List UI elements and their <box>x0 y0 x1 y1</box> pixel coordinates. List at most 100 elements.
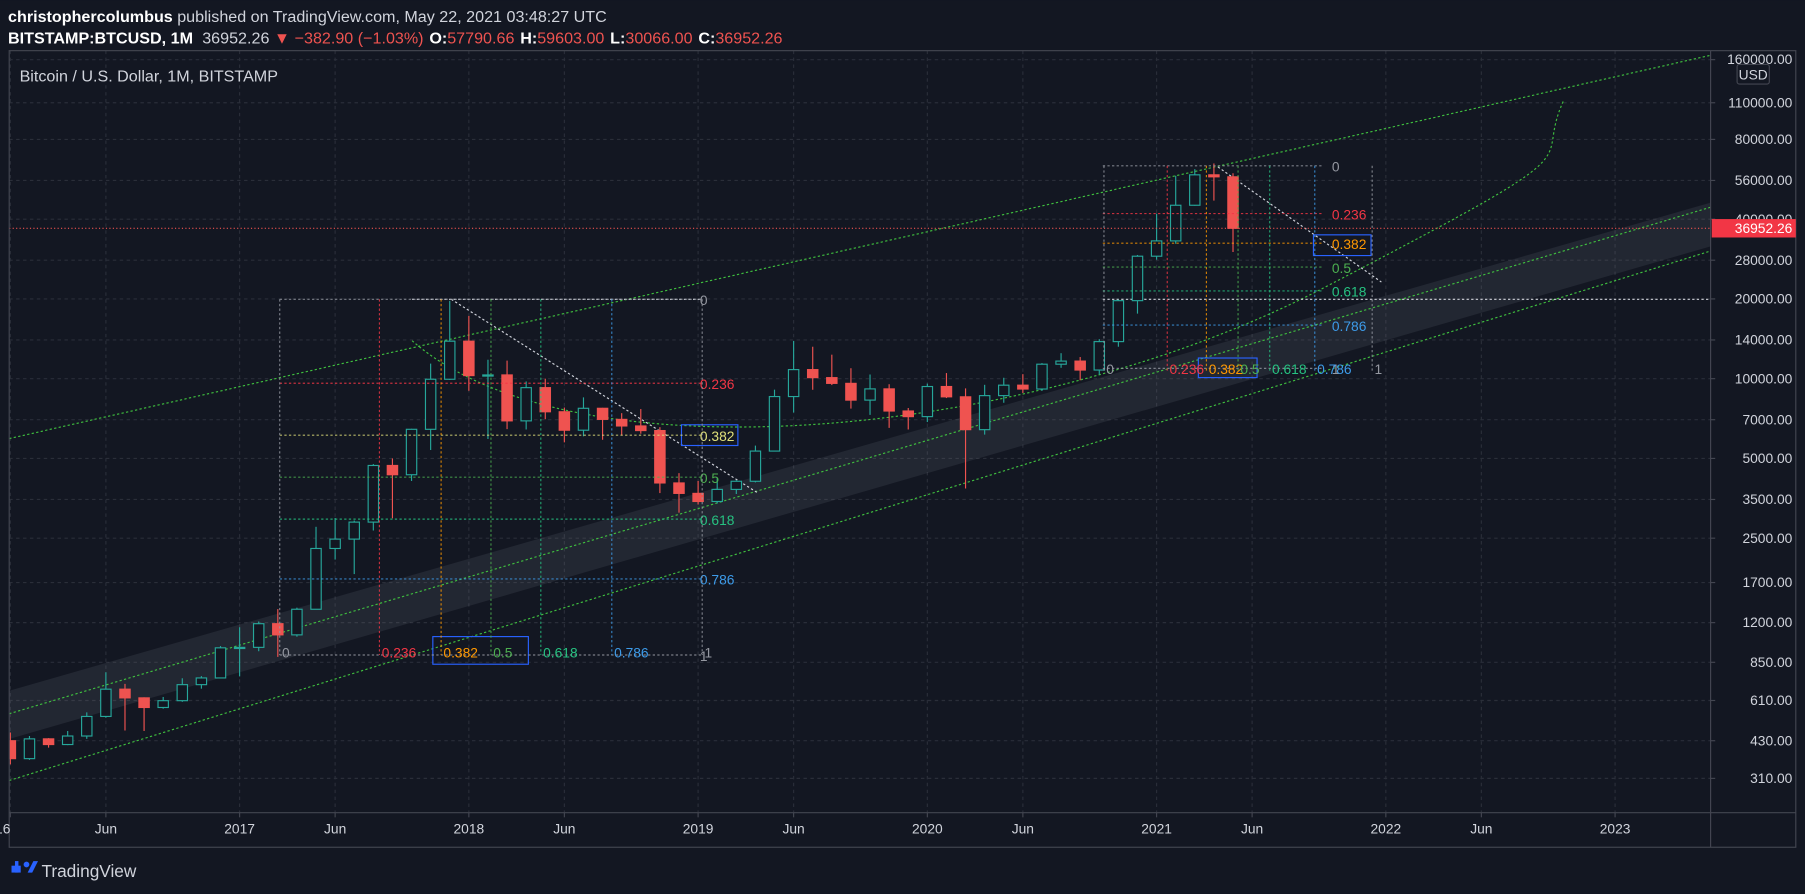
candle-body <box>692 492 704 503</box>
fib-time-label: 0.618 <box>1272 361 1307 377</box>
candle-body <box>711 488 723 503</box>
candle-body <box>1017 384 1029 390</box>
x-tick-label: Jun <box>1470 820 1492 836</box>
x-tick-label: 2020 <box>912 820 943 836</box>
trend-line <box>450 298 758 494</box>
fib-time-label: 0.5 <box>493 644 513 660</box>
header-line-2: BITSTAMP:BTCUSD, 1M 36952.26 ▼ −382.90 (−1.… <box>8 30 783 48</box>
candle-body <box>921 385 934 418</box>
fib-time-label: 1 <box>705 644 713 660</box>
y-tick-label: 5000.00 <box>1742 450 1792 466</box>
candle-body <box>1169 204 1182 242</box>
x-tick-label: Jun <box>553 820 575 836</box>
candles <box>9 163 1711 765</box>
chart-title: Bitcoin / U.S. Dollar, 1M, BITSTAMP <box>20 68 278 86</box>
y-tick-label: 610.00 <box>1750 692 1793 708</box>
candle-body <box>845 382 857 401</box>
candle-body <box>596 407 609 420</box>
candle-body <box>157 700 169 709</box>
y-tick-label: 7000.00 <box>1742 411 1792 427</box>
fib-level-label: 0 <box>700 292 708 308</box>
candle-body <box>42 738 55 746</box>
fib-time-label: 0.786 <box>614 644 649 660</box>
x-tick-label: 2021 <box>1141 820 1172 836</box>
trend-line <box>9 54 1711 440</box>
fib-level-label: 0.786 <box>700 572 735 588</box>
logo <box>11 861 38 873</box>
candle-body <box>787 369 800 398</box>
candle-body <box>1150 240 1163 257</box>
ohlc-key: O: <box>429 30 447 48</box>
candle-body <box>9 740 17 760</box>
candle-body <box>100 688 112 718</box>
candle-body <box>138 697 150 709</box>
x-tick-label: Jun <box>782 820 804 836</box>
candle-body <box>1112 300 1125 343</box>
fib-level-label: 0.786 <box>1332 318 1367 334</box>
candle-body <box>902 410 914 418</box>
candle-body <box>615 418 628 427</box>
candle-body <box>806 369 819 379</box>
x-tick-label: Jun <box>95 820 117 836</box>
fib-level-label: 0.5 <box>1332 260 1352 276</box>
candle-body <box>405 428 418 476</box>
trend-line <box>1217 166 1382 283</box>
candle-body <box>826 377 838 384</box>
candle-body <box>176 684 189 702</box>
ohlc-key: H: <box>520 30 537 48</box>
trend-line <box>9 250 1711 782</box>
candle-body <box>654 429 666 484</box>
y-tick-label: 80000.00 <box>1735 131 1793 147</box>
header-line-1: christophercolumbus published on Trading… <box>8 8 607 26</box>
x-tick-label: 2017 <box>224 820 255 836</box>
fib-time-label: 0.618 <box>543 644 578 660</box>
candle-body <box>1131 255 1144 302</box>
candle-body <box>577 407 590 431</box>
change: −382.90 (−1.03%) <box>295 30 424 48</box>
published: published on TradingView.com, May 22, 20… <box>173 8 607 26</box>
candle-body <box>482 374 494 377</box>
fib-level-label: 0 <box>1332 159 1340 175</box>
brand: TradingView <box>41 861 136 881</box>
fib-level-label: 0.618 <box>700 512 735 528</box>
ohlc-key: C: <box>698 30 715 48</box>
fib-level-label: 0.382 <box>700 428 735 444</box>
candle-body <box>959 396 972 431</box>
candle-body <box>998 384 1010 397</box>
fib-time-label: 0 <box>1106 361 1114 377</box>
candle-body <box>501 374 513 422</box>
candle-body <box>883 388 895 412</box>
fib-level-label: 0.618 <box>1332 284 1367 300</box>
candle-body <box>23 738 36 760</box>
x-tick-label: 2019 <box>683 820 714 836</box>
candle-body <box>1189 174 1201 206</box>
y-tick-label: 110000.00 <box>1728 94 1793 110</box>
frame <box>8 50 1797 848</box>
candle-body <box>978 395 991 431</box>
ohlc-key: L: <box>610 30 625 48</box>
candle-body <box>1055 360 1067 365</box>
y-tick-label: 10000.00 <box>1735 370 1793 386</box>
currency-box <box>1736 63 1770 85</box>
fib-time-label: 0 <box>282 644 290 660</box>
candle-body <box>386 464 399 476</box>
candle-body <box>119 688 131 699</box>
footer: TradingView <box>11 861 137 881</box>
candle-body <box>558 411 571 431</box>
fib-level-label: 0.382 <box>1332 236 1367 252</box>
last-price-tag <box>1711 219 1796 238</box>
y-tick-label: 28000.00 <box>1735 252 1793 268</box>
y-tick-label: 1200.00 <box>1742 614 1792 630</box>
author: christophercolumbus <box>8 8 173 26</box>
last-price: 36952.26 <box>202 30 269 48</box>
fib-level-label: 1 <box>1332 361 1340 377</box>
candle-body <box>1208 174 1220 178</box>
change-arrow: ▼ <box>274 30 290 48</box>
y-tick-label: 2500.00 <box>1742 530 1792 546</box>
y-tick-label: 430.00 <box>1750 732 1793 748</box>
x-tick-label: 2018 <box>454 820 485 836</box>
candle-body <box>214 647 227 679</box>
